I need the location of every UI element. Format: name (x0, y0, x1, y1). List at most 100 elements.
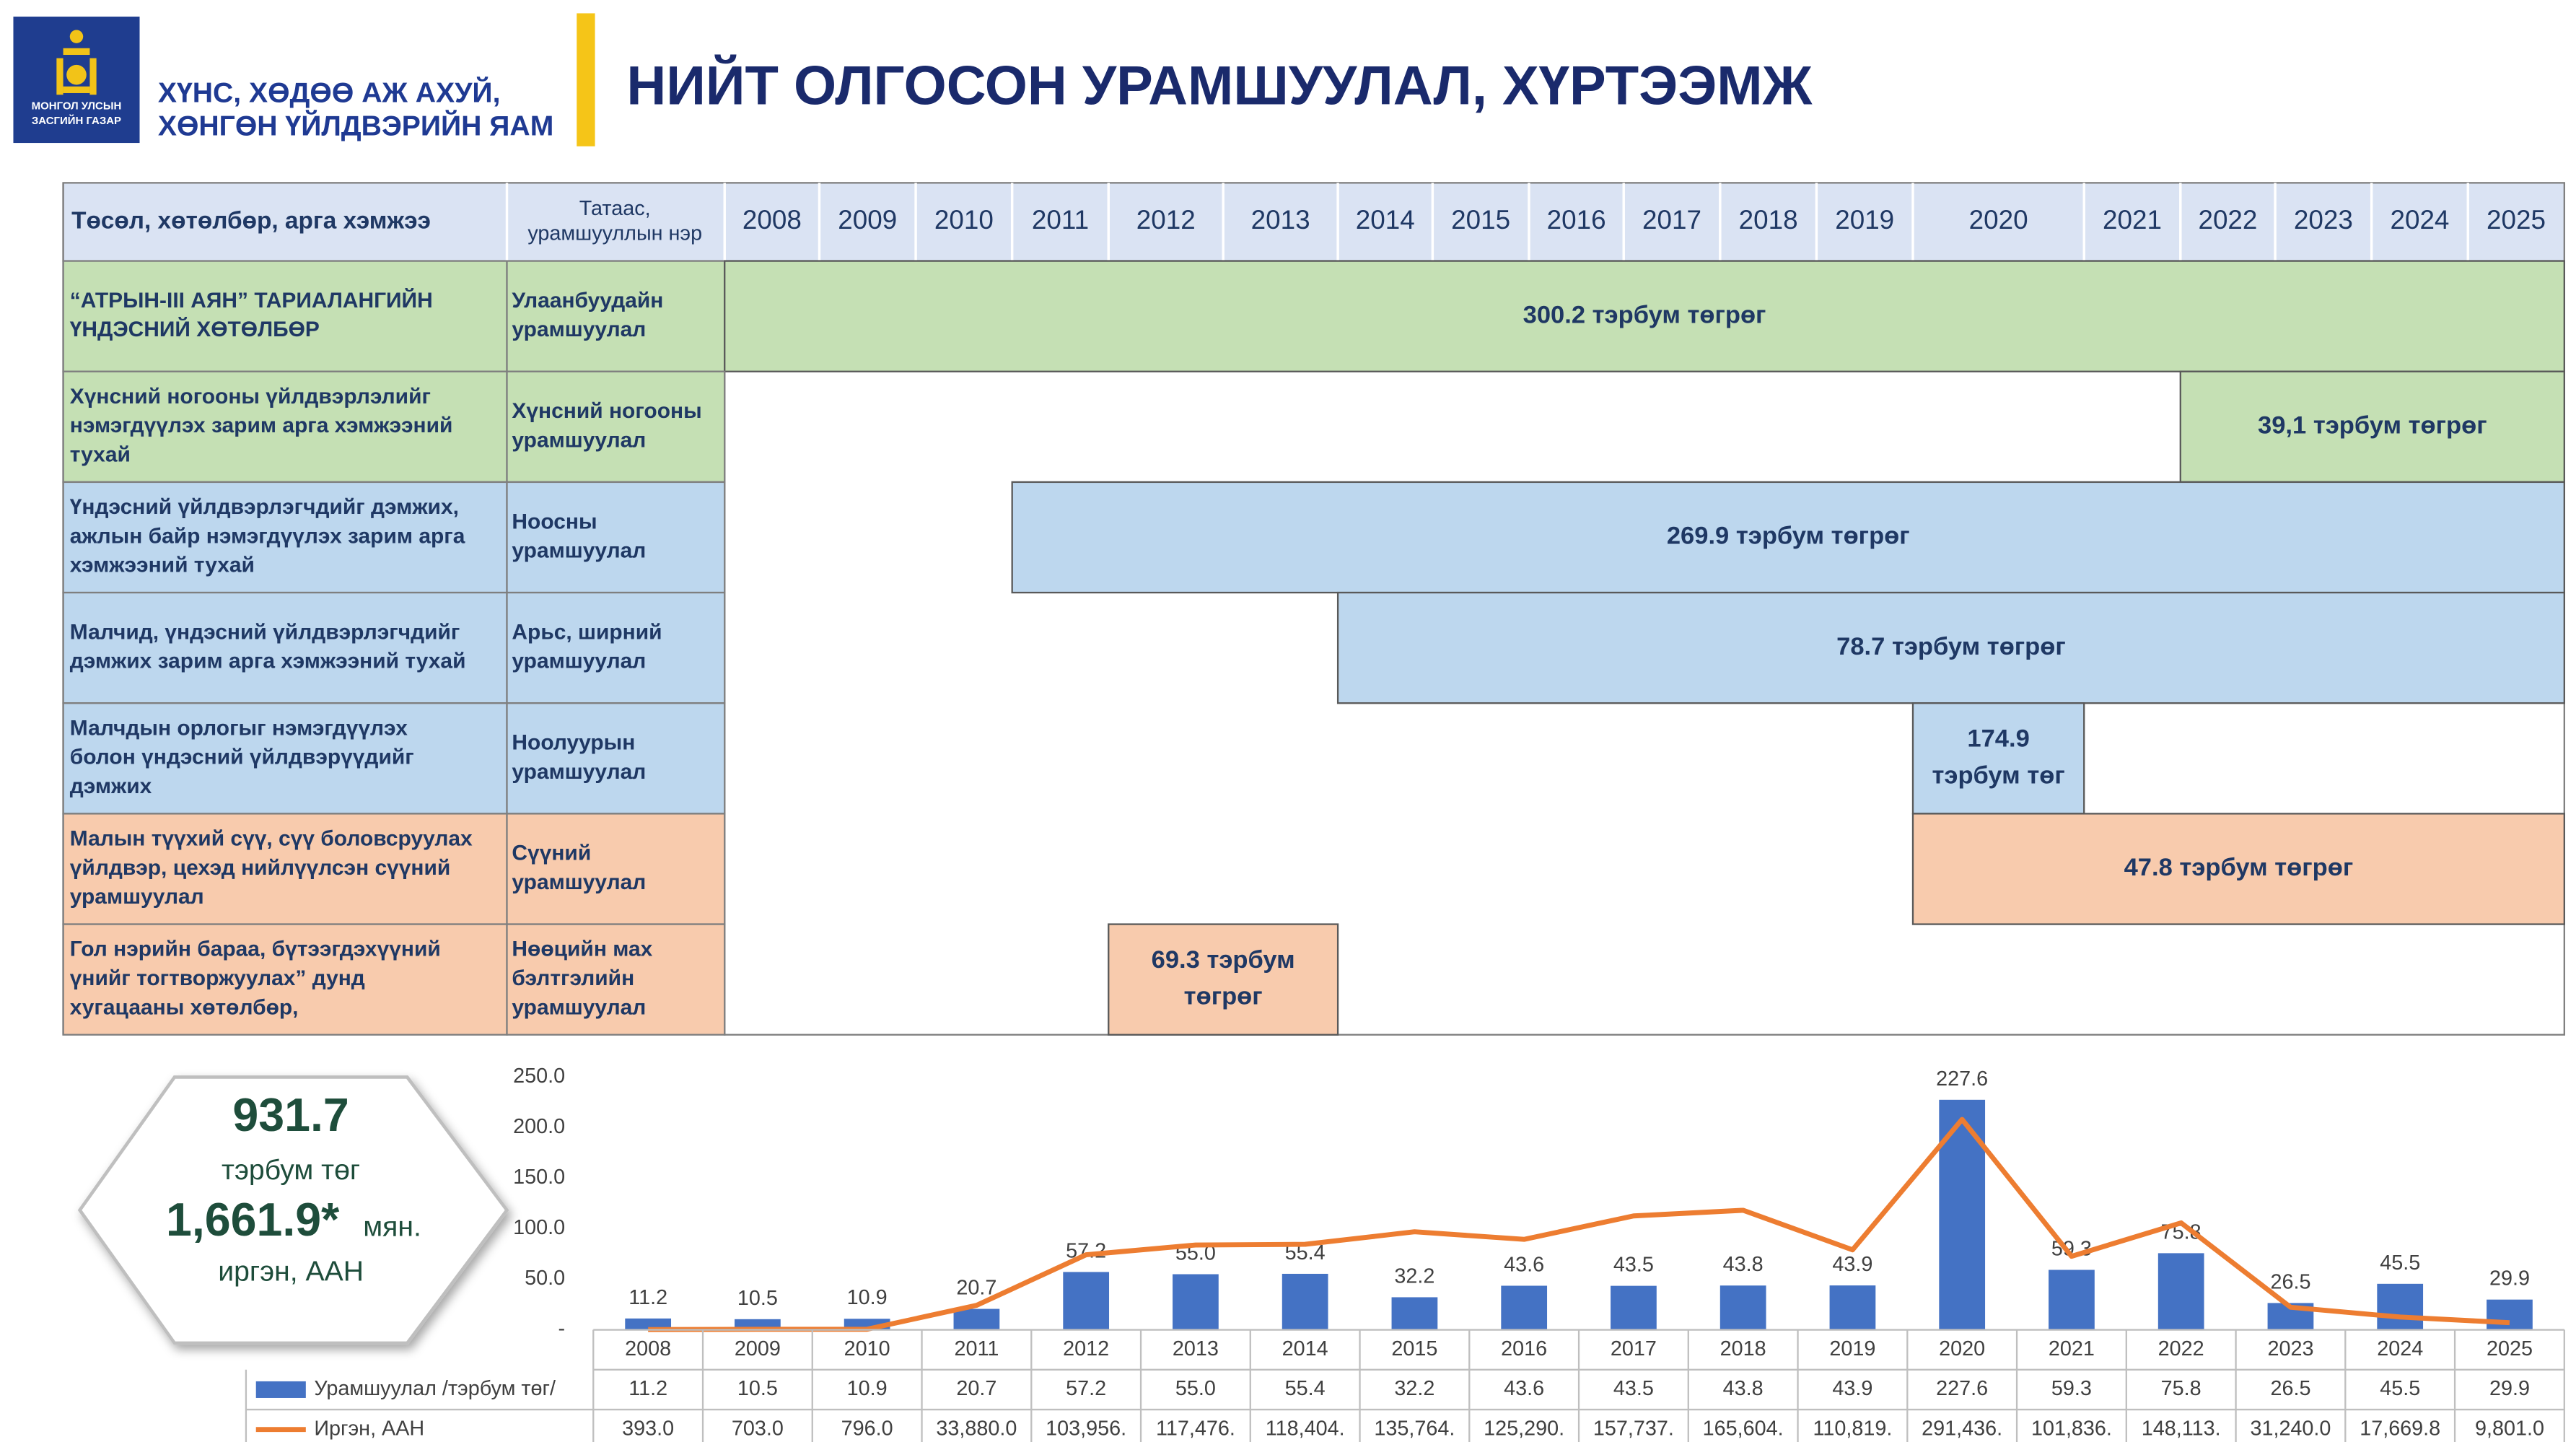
table-header-bg (62, 182, 2565, 262)
table-value: 57.2 (1066, 1377, 1106, 1400)
bar (1611, 1285, 1657, 1330)
table-value: 31,240.0 (2250, 1417, 2331, 1440)
subsidy-cell (506, 702, 726, 815)
table-value: 165,604. (1703, 1417, 1784, 1440)
program-name: үнийг тогтворжуулах” дунд (70, 966, 365, 990)
program-cell (62, 702, 508, 815)
x-tick-label: 2009 (735, 1337, 781, 1360)
subsidy-cell (506, 923, 726, 1036)
table-value: 11.2 (628, 1377, 667, 1400)
column-header: урамшууллын нэр (527, 222, 702, 245)
bar (1501, 1285, 1548, 1330)
program-name: болон үндэсний үйлдвэрүүдийг (70, 746, 414, 769)
ministry-name: ХҮНС, ХӨДӨӨ АЖ АХУЙ, (158, 77, 501, 109)
table-value: 10.5 (737, 1377, 778, 1400)
year-header: 2009 (838, 205, 897, 235)
summary-unit: тэрбум төг (222, 1155, 360, 1186)
x-tick-label: 2011 (954, 1337, 999, 1360)
program-cell (62, 591, 508, 704)
program-name: Малчид, үндэсний үйлдвэрлэгчдийг (70, 620, 460, 644)
bar-value-label: 43.6 (1504, 1253, 1544, 1276)
bar-value-label: 45.5 (2380, 1251, 2420, 1275)
bar (625, 1318, 672, 1330)
summary-recipients: 1,661.9* (166, 1194, 340, 1246)
subsidy-name: Ноолуурын (512, 731, 635, 755)
bar-value-label: 43.8 (1723, 1253, 1764, 1276)
bar (1173, 1274, 1219, 1330)
legend-swatch (255, 1381, 306, 1398)
slide-title: НИЙТ ОЛГОСОН УРАМШУУЛАЛ, ХҮРТЭЭМЖ (626, 54, 1813, 116)
bar-value-label: 43.5 (1613, 1254, 1654, 1277)
x-tick-label: 2020 (1939, 1337, 1985, 1360)
year-header: 2010 (934, 205, 994, 235)
subsidy-cell (506, 481, 726, 594)
funding-span (1108, 923, 1339, 1036)
program-name: “АТРЫН-III АЯН” ТАРИАЛАНГИЙН (70, 288, 433, 313)
table-value: 10.9 (847, 1377, 888, 1400)
year-header: 2022 (2198, 205, 2257, 235)
year-header: 2017 (1642, 205, 1701, 235)
table-value: 26.5 (2270, 1377, 2310, 1400)
subsidy-cell (506, 591, 726, 704)
x-tick-label: 2010 (844, 1337, 890, 1360)
table-value: 117,476. (1156, 1417, 1235, 1440)
summary-hexagon (77, 1075, 509, 1345)
program-name: нэмэгдүүлэх зарим арга хэмжээний (70, 414, 453, 437)
funding-amount: 174.9 (1967, 725, 2029, 753)
table-value: 45.5 (2380, 1377, 2420, 1400)
x-tick-label: 2021 (2049, 1337, 2095, 1360)
summary-unit: мян. (363, 1211, 421, 1242)
funding-span (1336, 591, 2565, 704)
program-name: Малчдын орлогыг нэмэгдүүлэх (70, 716, 408, 740)
subsidy-name: Улаанбуудайн (512, 289, 663, 313)
program-name: Малын түүхий сүү, сүү боловсруулах (70, 827, 473, 851)
table-value: 148,113. (2142, 1417, 2221, 1440)
funding-amount: төгрөг (1184, 983, 1263, 1010)
program-cell (62, 260, 508, 372)
bar (1282, 1273, 1328, 1330)
bar (953, 1308, 1000, 1330)
bar (2049, 1270, 2095, 1330)
subsidy-name: Арьс, ширний (512, 620, 662, 644)
bar (1063, 1272, 1110, 1330)
funding-span (1911, 813, 2565, 925)
funding-amount: 78.7 тэрбум төгрөг (1836, 633, 2066, 660)
table-value: 43.8 (1723, 1377, 1764, 1400)
program-name: дэмжих зарим арга хэмжээний тухай (70, 650, 466, 673)
program-name: хугацааны хөтөлбөр, (70, 995, 299, 1019)
table-value: 29.9 (2489, 1377, 2530, 1400)
subsidy-name: урамшуулал (512, 650, 646, 673)
x-tick-label: 2018 (1720, 1337, 1766, 1360)
program-name: тухай (70, 443, 131, 467)
table-value: 55.4 (1285, 1377, 1326, 1400)
y-tick-label: 150.0 (513, 1166, 565, 1189)
table-value: 17,669.8 (2360, 1417, 2440, 1440)
table-value: 157,737. (1593, 1417, 1674, 1440)
year-header: 2024 (2390, 205, 2449, 235)
bar-value-label: 20.7 (956, 1277, 996, 1300)
program-name: Үндэсний үйлдвэрлэгчдийг дэмжих, (70, 495, 459, 519)
table-value: 55.0 (1175, 1377, 1216, 1400)
funding-amount: 69.3 тэрбум (1152, 946, 1295, 974)
program-name: урамшуулал (70, 885, 204, 909)
column-header: Татаас, (579, 197, 651, 220)
table-value: 43.9 (1832, 1377, 1872, 1400)
year-header: 2016 (1547, 205, 1606, 235)
table-value: 291,436. (1922, 1417, 2002, 1440)
year-header: 2008 (742, 205, 802, 235)
table-value: 75.8 (2161, 1377, 2202, 1400)
legend-label: Иргэн, ААН (314, 1417, 424, 1440)
year-header: 2013 (1251, 205, 1310, 235)
bar (1391, 1297, 1438, 1330)
bar (2487, 1299, 2533, 1330)
bar (2157, 1253, 2204, 1330)
year-header: 2012 (1136, 205, 1196, 235)
funding-span (724, 260, 2565, 372)
x-tick-label: 2025 (2487, 1337, 2533, 1360)
bar-value-label: 29.9 (2489, 1267, 2530, 1290)
subsidy-cell (506, 813, 726, 925)
table-value: 43.6 (1504, 1377, 1544, 1400)
bar-value-label: 43.9 (1832, 1253, 1872, 1276)
year-header: 2019 (1835, 205, 1894, 235)
